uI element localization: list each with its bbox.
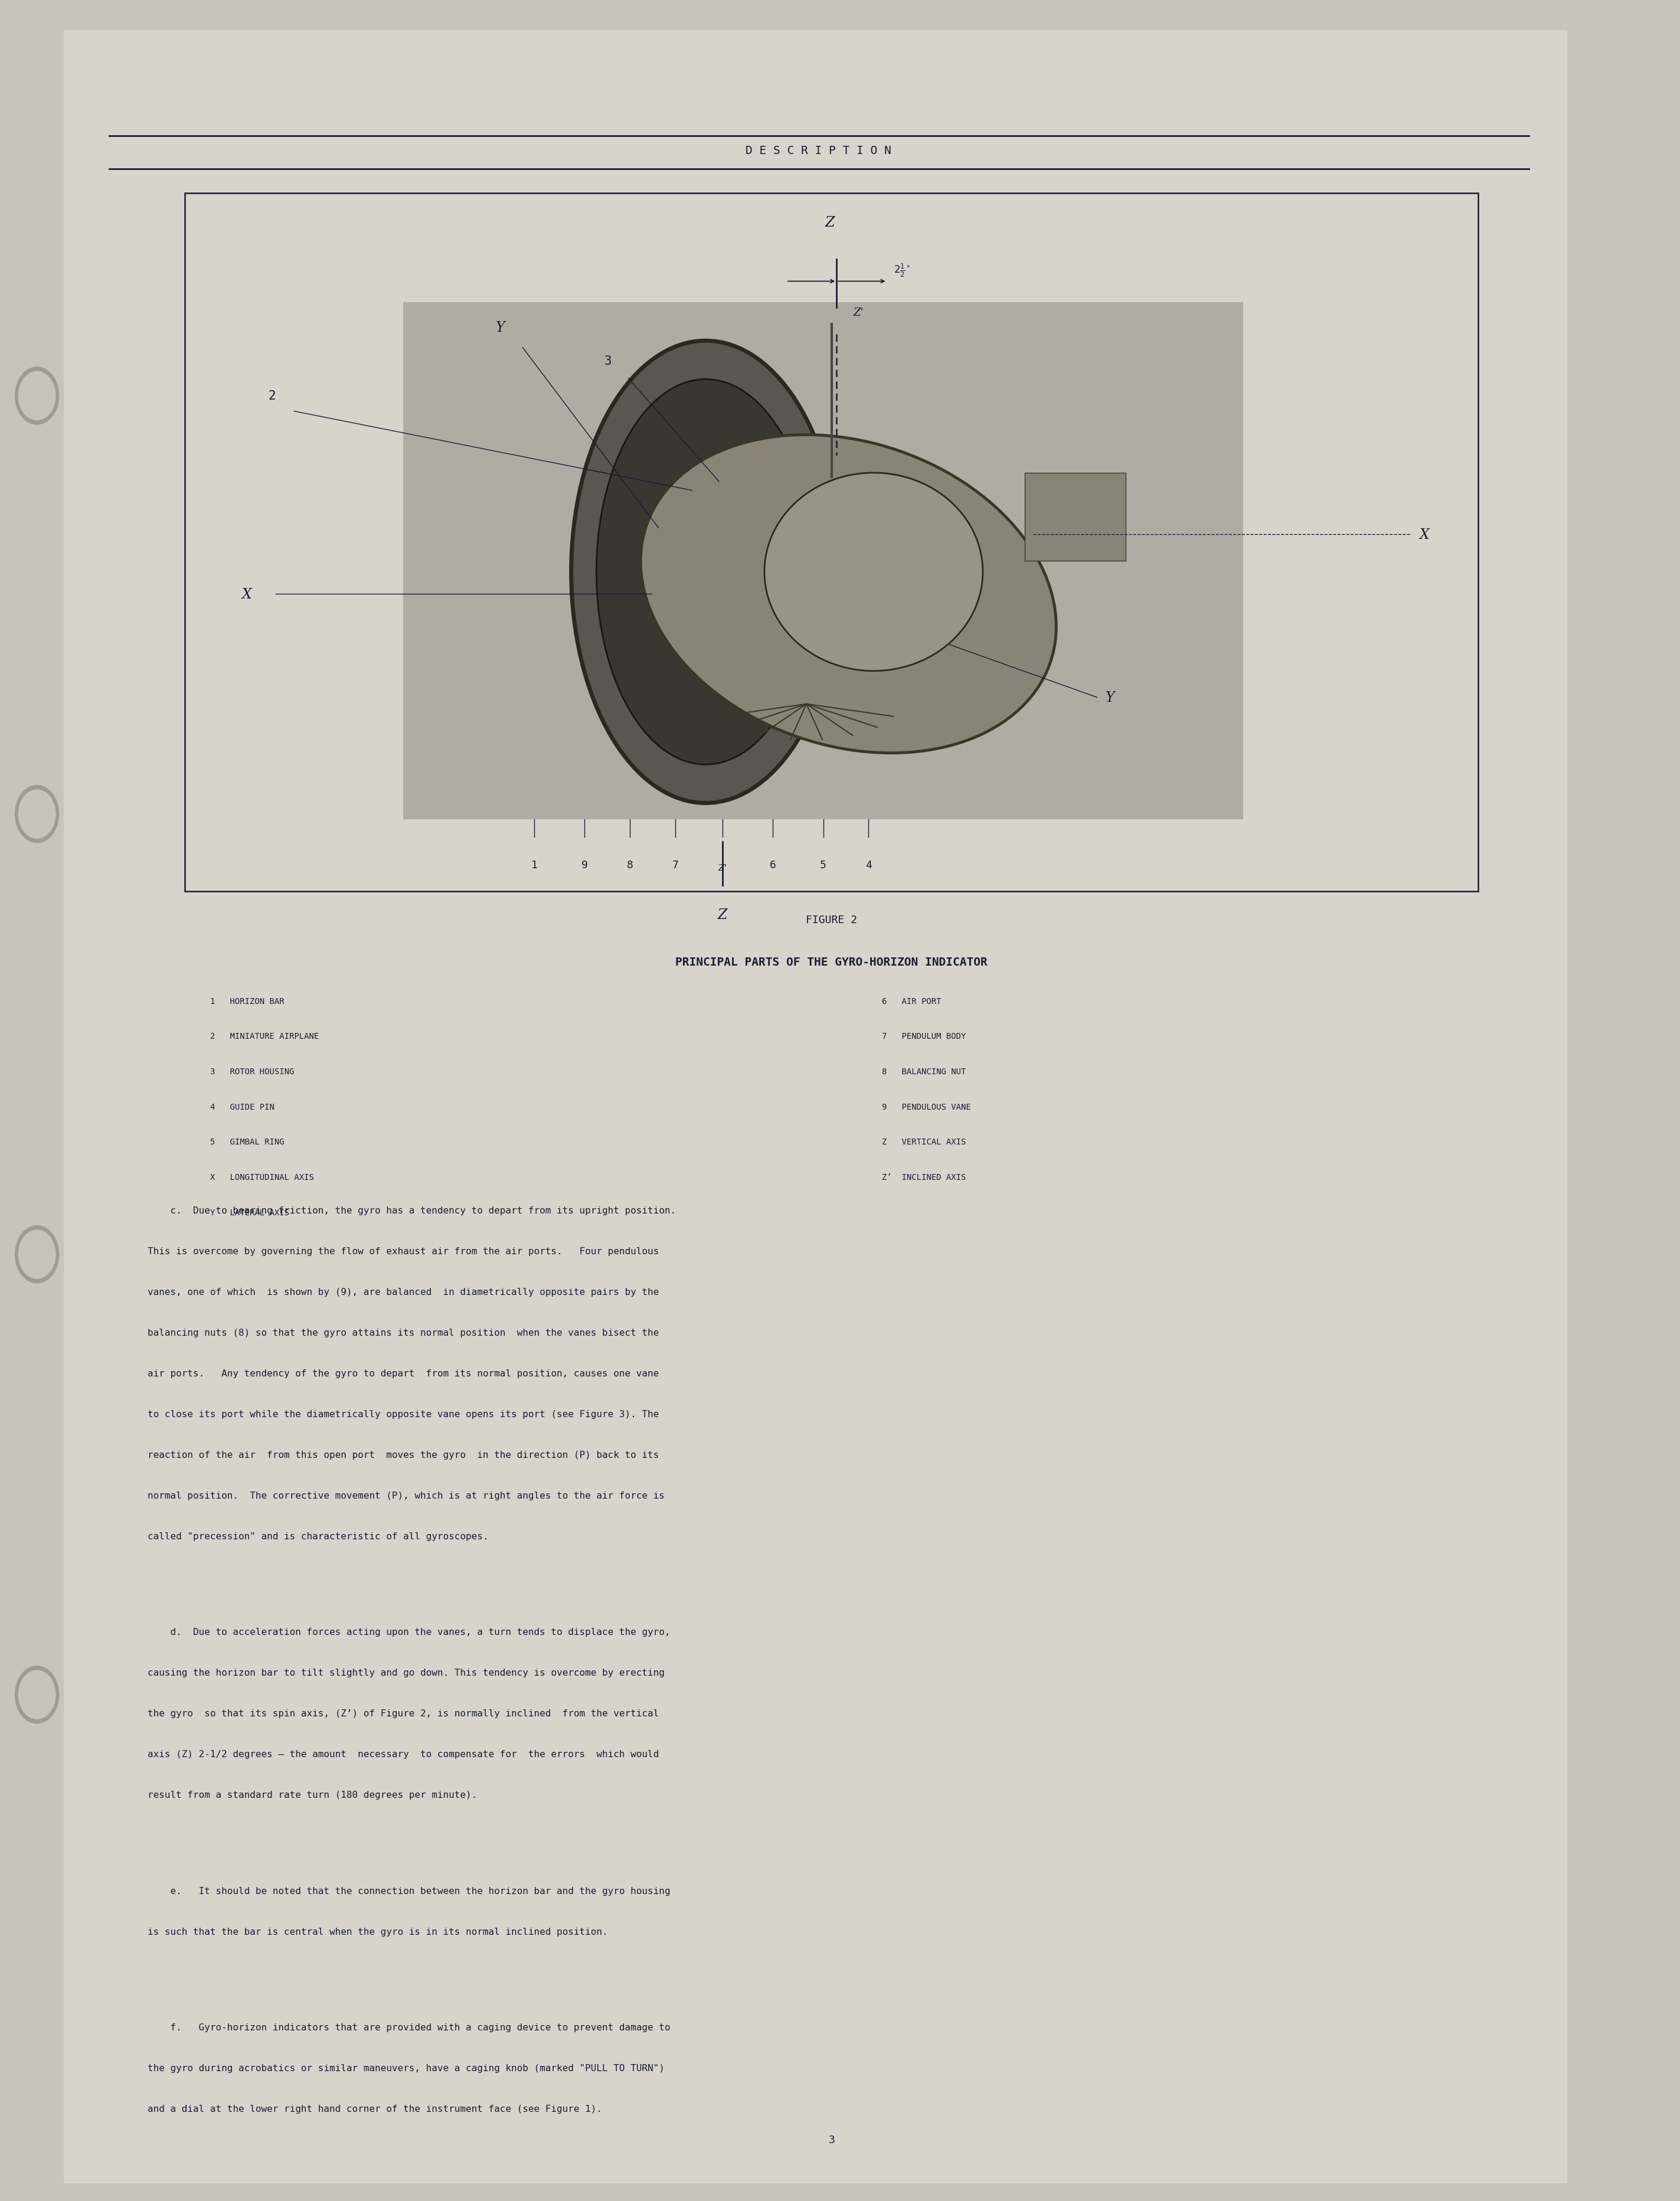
Ellipse shape <box>596 379 815 766</box>
Circle shape <box>15 368 59 425</box>
Text: 7: 7 <box>672 861 679 869</box>
Text: axis (Z) 2-1/2 degrees – the amount  necessary  to compensate for  the errors  w: axis (Z) 2-1/2 degrees – the amount nece… <box>148 1750 659 1759</box>
Text: X: X <box>1420 528 1430 541</box>
Text: f.   Gyro-horizon indicators that are provided with a caging device to prevent d: f. Gyro-horizon indicators that are prov… <box>148 2023 670 2032</box>
Text: 8: 8 <box>627 861 633 869</box>
Text: 1: 1 <box>531 861 538 869</box>
Text: Y: Y <box>496 321 506 335</box>
Ellipse shape <box>764 473 983 671</box>
Text: 9: 9 <box>581 861 588 869</box>
Text: normal position.  The corrective movement (P), which is at right angles to the a: normal position. The corrective movement… <box>148 1492 665 1501</box>
Text: 3: 3 <box>605 354 612 368</box>
Circle shape <box>18 1230 55 1279</box>
Text: $2\frac{1}{2}^{\circ}$: $2\frac{1}{2}^{\circ}$ <box>894 262 911 280</box>
Text: result from a standard rate turn (180 degrees per minute).: result from a standard rate turn (180 de… <box>148 1792 477 1800</box>
Text: Z': Z' <box>717 865 727 872</box>
Ellipse shape <box>640 436 1057 753</box>
Text: 5: 5 <box>820 861 827 869</box>
Text: 4: 4 <box>865 861 872 869</box>
Text: called "precession" and is characteristic of all gyroscopes.: called "precession" and is characteristi… <box>148 1532 489 1541</box>
Text: This is overcome by governing the flow of exhaust air from the air ports.   Four: This is overcome by governing the flow o… <box>148 1246 659 1257</box>
Text: Z': Z' <box>853 308 864 317</box>
Text: 3: 3 <box>828 2135 835 2144</box>
Text: the gyro during acrobatics or similar maneuvers, have a caging knob (marked "PUL: the gyro during acrobatics or similar ma… <box>148 2065 665 2073</box>
Text: 6: 6 <box>769 861 776 869</box>
Ellipse shape <box>571 341 840 803</box>
Text: Y   LATERAL AXIS: Y LATERAL AXIS <box>210 1208 289 1217</box>
Text: 8   BALANCING NUT: 8 BALANCING NUT <box>882 1067 966 1076</box>
Text: 3   ROTOR HOUSING: 3 ROTOR HOUSING <box>210 1067 294 1076</box>
Circle shape <box>18 372 55 420</box>
Text: Z’  INCLINED AXIS: Z’ INCLINED AXIS <box>882 1173 966 1182</box>
Circle shape <box>18 1671 55 1719</box>
Text: 6   AIR PORT: 6 AIR PORT <box>882 997 941 1006</box>
Text: air ports.   Any tendency of the gyro to depart  from its normal position, cause: air ports. Any tendency of the gyro to d… <box>148 1369 659 1378</box>
Text: D E S C R I P T I O N: D E S C R I P T I O N <box>746 145 890 156</box>
Text: d.  Due to acceleration forces acting upon the vanes, a turn tends to displace t: d. Due to acceleration forces acting upo… <box>148 1629 670 1638</box>
Bar <box>1025 473 1126 561</box>
Text: c.  Due to bearing friction, the gyro has a tendency to depart from its upright : c. Due to bearing friction, the gyro has… <box>148 1206 677 1215</box>
Text: to close its port while the diametrically opposite vane opens its port (see Figu: to close its port while the diametricall… <box>148 1411 659 1420</box>
Text: the gyro  so that its spin axis, (Z’) of Figure 2, is normally inclined  from th: the gyro so that its spin axis, (Z’) of … <box>148 1710 659 1719</box>
Text: e.   It should be noted that the connection between the horizon bar and the gyro: e. It should be noted that the connectio… <box>148 1886 670 1895</box>
Text: 5   GIMBAL RING: 5 GIMBAL RING <box>210 1138 284 1147</box>
Text: causing the horizon bar to tilt slightly and go down. This tendency is overcome : causing the horizon bar to tilt slightly… <box>148 1668 665 1677</box>
Circle shape <box>18 790 55 839</box>
Text: balancing nuts (8) so that the gyro attains its normal position  when the vanes : balancing nuts (8) so that the gyro atta… <box>148 1329 659 1338</box>
Text: X: X <box>242 588 252 601</box>
Text: Z: Z <box>825 216 835 229</box>
Circle shape <box>15 1226 59 1283</box>
Text: Z: Z <box>717 909 727 922</box>
Text: Y: Y <box>1105 691 1114 704</box>
Text: X   LONGITUDINAL AXIS: X LONGITUDINAL AXIS <box>210 1173 314 1182</box>
Text: FIGURE 2: FIGURE 2 <box>806 916 857 924</box>
Bar <box>185 194 1478 891</box>
Text: vanes, one of which  is shown by (9), are balanced  in diametrically opposite pa: vanes, one of which is shown by (9), are… <box>148 1288 659 1296</box>
Text: 2: 2 <box>269 390 276 403</box>
Text: 7   PENDULUM BODY: 7 PENDULUM BODY <box>882 1032 966 1041</box>
Text: 9   PENDULOUS VANE: 9 PENDULOUS VANE <box>882 1103 971 1112</box>
Text: and a dial at the lower right hand corner of the instrument face (see Figure 1).: and a dial at the lower right hand corne… <box>148 2104 603 2113</box>
Bar <box>403 304 1243 821</box>
Text: 1   HORIZON BAR: 1 HORIZON BAR <box>210 997 284 1006</box>
Text: Z   VERTICAL AXIS: Z VERTICAL AXIS <box>882 1138 966 1147</box>
Bar <box>64 31 1567 2183</box>
Text: is such that the bar is central when the gyro is in its normal inclined position: is such that the bar is central when the… <box>148 1928 608 1937</box>
Text: PRINCIPAL PARTS OF THE GYRO-HORIZON INDICATOR: PRINCIPAL PARTS OF THE GYRO-HORIZON INDI… <box>675 955 988 968</box>
Circle shape <box>15 786 59 843</box>
Text: 4   GUIDE PIN: 4 GUIDE PIN <box>210 1103 274 1112</box>
Circle shape <box>15 1666 59 1723</box>
Text: 2   MINIATURE AIRPLANE: 2 MINIATURE AIRPLANE <box>210 1032 319 1041</box>
Text: reaction of the air  from this open port  moves the gyro  in the direction (P) b: reaction of the air from this open port … <box>148 1450 659 1459</box>
